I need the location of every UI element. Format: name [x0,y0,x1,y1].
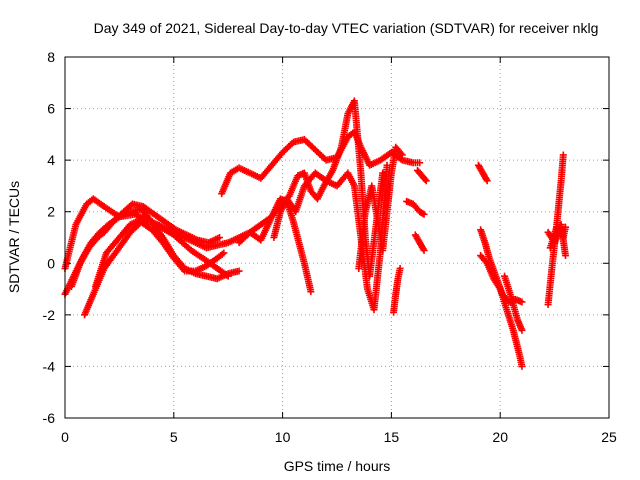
series-track-16 [477,252,526,370]
y-axis-title: SDTVAR / TECUs [6,181,22,293]
data-point [518,298,526,306]
series-track-10 [390,264,404,316]
plot-frame [64,56,610,419]
y-tick-label: 2 [47,204,55,220]
x-tick-label: 15 [384,429,400,445]
x-axis-title: GPS time / hours [284,458,391,474]
y-tick-label: -4 [43,358,56,374]
x-tick-label: 0 [61,429,69,445]
data-point [383,161,391,169]
series-track-13 [414,166,430,185]
y-tick-label: 8 [47,49,55,65]
data-point [559,151,567,159]
x-tick-label: 5 [170,429,178,445]
series-track-7 [235,97,387,280]
series-track-3 [68,200,223,290]
y-tick-label: -2 [43,307,56,323]
data-point [419,209,427,217]
data-point [561,223,569,231]
data-point [215,234,223,241]
data-point [518,326,526,334]
data-point [421,175,429,183]
series-track-14 [474,161,491,185]
data-point [518,362,526,370]
x-tick-label: 25 [601,429,617,445]
series-track-17 [501,272,526,334]
series-track-4 [81,218,228,319]
series-track-11 [403,197,428,218]
data-point [396,264,404,272]
data-points [61,97,569,370]
data-point [379,169,387,177]
data-point [420,246,428,254]
x-tick-label: 20 [492,429,508,445]
data-point [235,267,243,275]
y-tick-label: 4 [47,152,55,168]
data-point [420,210,428,218]
chart-title: Day 349 of 2021, Sidereal Day-to-day VTE… [94,20,599,36]
series-track-8 [270,161,391,314]
data-point [220,249,228,257]
grid [65,57,609,418]
y-tick-label: -6 [43,410,56,426]
data-point [561,252,569,260]
data-point [416,159,424,167]
x-tick-label: 10 [275,429,291,445]
series-track-20 [546,223,569,252]
series-track-12 [411,231,428,254]
y-tick-label: 6 [47,101,55,117]
data-point [422,177,430,185]
data-point [307,288,315,296]
data-point [398,151,406,159]
series-track-9 [355,143,406,272]
data-point [483,177,491,185]
y-tick-label: 0 [47,255,55,271]
